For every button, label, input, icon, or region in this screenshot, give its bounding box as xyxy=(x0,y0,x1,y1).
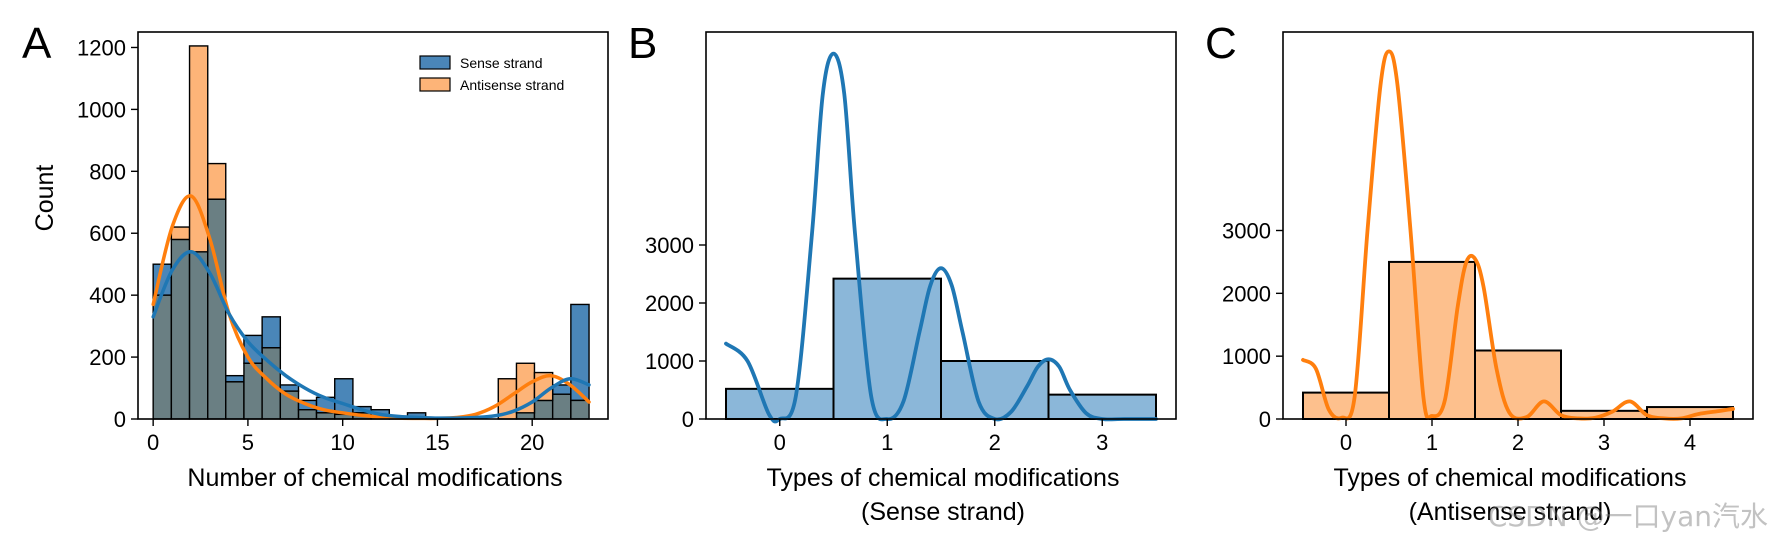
c-x-axis-sublabel: (Antisense strand) xyxy=(1409,498,1612,526)
a-x-tick-label: 5 xyxy=(242,430,254,455)
a-overlap-bar xyxy=(297,409,318,420)
b-bars xyxy=(725,277,1157,421)
a-y-tick-label: 800 xyxy=(89,159,126,184)
watermark: CSDN @一口yan汽水 xyxy=(1487,500,1768,533)
c-y-tick-label: 3000 xyxy=(1222,219,1271,244)
a-kde-curves xyxy=(151,194,591,421)
b-x-axis-label: Types of chemical modifications xyxy=(767,464,1120,492)
panel-letter-b: B xyxy=(628,19,657,68)
a-overlap-bar xyxy=(315,412,336,420)
a-x-axis-label: Number of chemical modifications xyxy=(187,464,562,492)
a-axes-frame xyxy=(137,31,609,420)
b-x-tick-label: 3 xyxy=(1096,430,1108,455)
a-sense-bar xyxy=(225,374,245,383)
a-y-tick-label: 200 xyxy=(89,345,126,370)
b-axes-frame xyxy=(705,31,1177,420)
a-overlap-bar xyxy=(188,251,209,420)
panel-a-histogram: 0 5 10 15 20 0 200 400 600 800 1000 1200 Number of… xyxy=(31,31,609,492)
c-bar xyxy=(1474,349,1562,420)
a-overlap-bar xyxy=(515,412,536,420)
a-y-tick-label: 0 xyxy=(114,407,126,432)
a-sense-bar xyxy=(334,378,354,416)
c-x-tick-label: 1 xyxy=(1426,430,1438,455)
a-antisense-bar xyxy=(207,162,227,200)
legend-sense-label: Sense strand xyxy=(460,55,543,71)
a-y-tick-label: 1000 xyxy=(77,97,126,122)
a-overlap-bar xyxy=(207,198,227,420)
a-y-ticks: 0 200 400 600 800 1000 1200 xyxy=(77,35,138,432)
c-bars xyxy=(1302,260,1734,421)
legend-antisense-label: Antisense strand xyxy=(460,77,564,93)
b-y-tick-label: 3000 xyxy=(645,233,694,258)
b-kde-line xyxy=(724,51,1158,424)
panel-letter-a: A xyxy=(22,19,52,68)
c-y-ticks: 0 1000 2000 3000 xyxy=(1222,219,1283,432)
a-y-tick-label: 1200 xyxy=(77,35,126,60)
panel-c-histogram: 0 1 2 3 4 0 1000 2000 3000 Types of chemical mo… xyxy=(1222,31,1754,526)
b-bar xyxy=(940,360,1050,420)
c-x-tick-label: 0 xyxy=(1340,430,1352,455)
a-y-tick-label: 600 xyxy=(89,221,126,246)
a-overlap-bar xyxy=(225,381,245,420)
a-overlap-bar xyxy=(570,399,590,420)
c-y-tick-label: 1000 xyxy=(1222,344,1271,369)
legend-antisense-swatch xyxy=(419,77,451,92)
c-x-tick-label: 2 xyxy=(1512,430,1524,455)
b-x-tick-label: 1 xyxy=(881,430,893,455)
b-bar xyxy=(832,277,942,421)
b-y-ticks: 0 1000 2000 3000 xyxy=(645,233,706,432)
b-x-ticks: 0 1 2 3 xyxy=(774,419,1108,455)
b-x-tick-label: 0 xyxy=(774,430,786,455)
c-y-tick-label: 2000 xyxy=(1222,281,1271,306)
b-x-axis-sublabel: (Sense strand) xyxy=(861,498,1025,526)
c-bar xyxy=(1302,391,1390,420)
panel-letter-c: C xyxy=(1205,19,1237,68)
a-y-tick-label: 400 xyxy=(89,283,126,308)
a-overlap-bar xyxy=(533,399,554,420)
legend-sense-swatch xyxy=(419,55,451,70)
b-x-tick-label: 2 xyxy=(989,430,1001,455)
c-x-ticks: 0 1 2 3 4 xyxy=(1340,419,1696,455)
b-bar xyxy=(725,387,835,420)
b-bar xyxy=(1047,393,1157,421)
a-x-tick-label: 0 xyxy=(147,430,159,455)
c-x-tick-label: 3 xyxy=(1598,430,1610,455)
b-y-tick-label: 2000 xyxy=(645,291,694,316)
a-x-tick-label: 10 xyxy=(330,430,354,455)
a-antisense-bar xyxy=(170,226,191,241)
a-sense-bar xyxy=(261,316,282,349)
panel-b-histogram: 0 1 2 3 0 1000 2000 3000 Types of chemical mod… xyxy=(645,31,1177,526)
c-x-tick-label: 4 xyxy=(1684,430,1696,455)
a-x-ticks: 0 5 10 15 20 xyxy=(147,419,544,455)
a-x-tick-label: 20 xyxy=(520,430,544,455)
c-y-tick-label: 0 xyxy=(1259,407,1271,432)
a-antisense-kde xyxy=(151,194,591,421)
b-kde-curve xyxy=(724,51,1158,424)
a-overlap-bar xyxy=(551,393,572,420)
a-legend: Sense strand Antisense strand xyxy=(419,55,564,93)
c-kde-line xyxy=(1301,49,1735,421)
b-y-tick-label: 0 xyxy=(682,407,694,432)
a-sense-kde xyxy=(151,250,591,420)
a-y-axis-label: Count xyxy=(31,165,59,232)
a-antisense-bars xyxy=(170,45,554,420)
b-y-tick-label: 1000 xyxy=(645,349,694,374)
a-x-tick-label: 15 xyxy=(425,430,449,455)
c-x-axis-label: Types of chemical modifications xyxy=(1334,464,1687,492)
c-kde-curve xyxy=(1301,49,1735,421)
